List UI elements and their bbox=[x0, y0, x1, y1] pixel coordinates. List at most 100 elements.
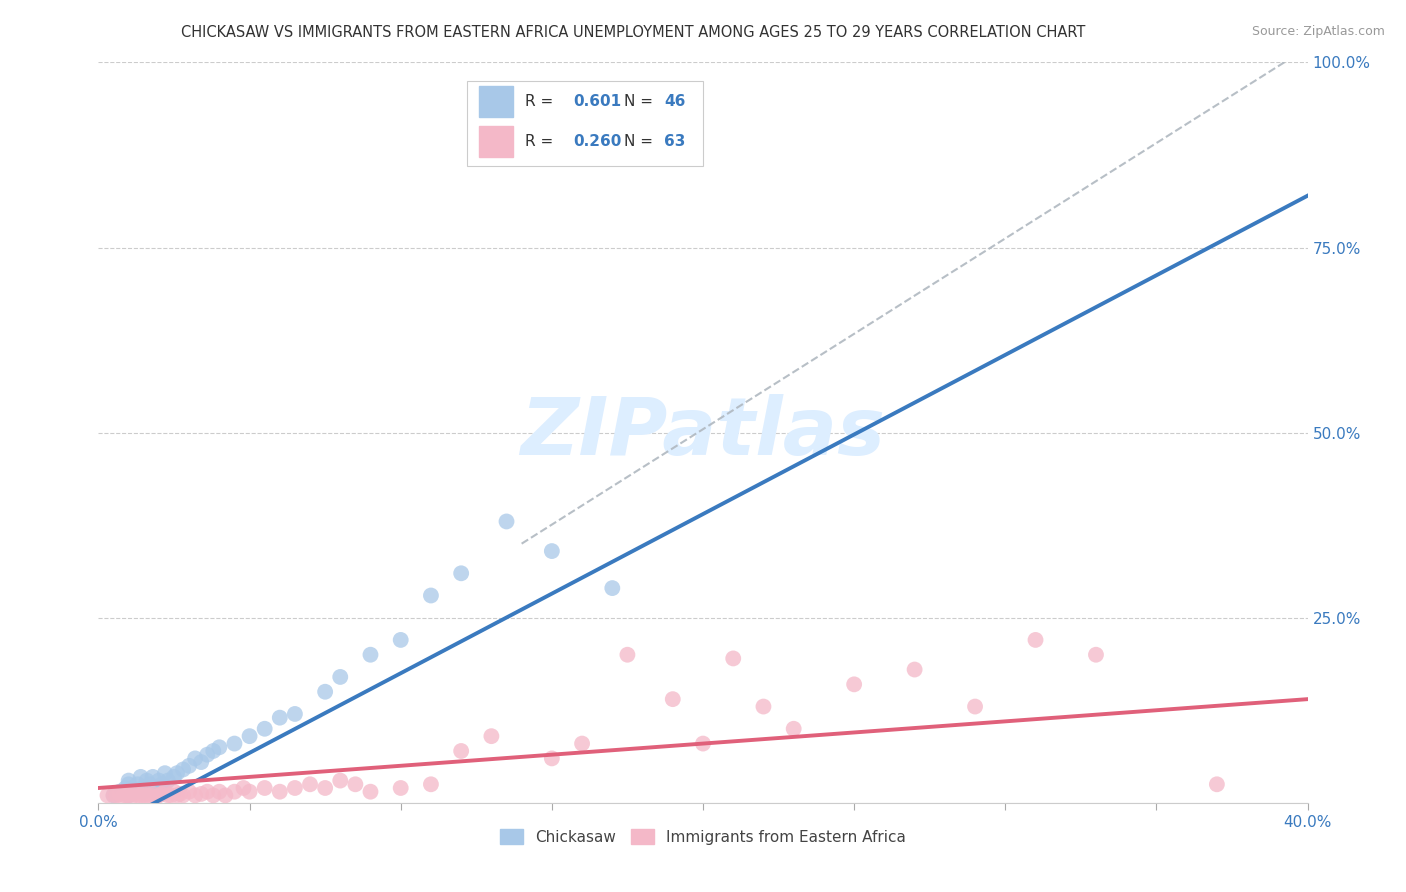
Point bbox=[239, 729, 262, 743]
Point bbox=[232, 780, 254, 795]
Point bbox=[269, 785, 291, 799]
Point bbox=[450, 744, 472, 758]
Point bbox=[1085, 648, 1108, 662]
Point bbox=[202, 789, 225, 803]
Point bbox=[420, 589, 443, 603]
Point bbox=[723, 651, 745, 665]
Text: 63: 63 bbox=[664, 134, 686, 149]
Point bbox=[783, 722, 806, 736]
Point bbox=[111, 785, 134, 799]
Point bbox=[148, 789, 170, 803]
Point bbox=[132, 785, 155, 799]
Point bbox=[420, 777, 443, 791]
Text: 0.601: 0.601 bbox=[574, 95, 621, 109]
Point bbox=[965, 699, 987, 714]
Point bbox=[129, 770, 152, 784]
Point bbox=[172, 789, 194, 803]
Text: R =: R = bbox=[526, 134, 558, 149]
Point bbox=[616, 648, 638, 662]
Point bbox=[153, 766, 176, 780]
Point bbox=[129, 789, 152, 803]
Point bbox=[150, 787, 173, 801]
Point bbox=[692, 737, 714, 751]
Point bbox=[253, 780, 276, 795]
Point bbox=[124, 785, 146, 799]
Point bbox=[195, 747, 218, 762]
Point bbox=[127, 777, 149, 791]
Point bbox=[121, 780, 143, 795]
Point bbox=[214, 789, 236, 803]
Bar bbox=[479, 126, 513, 157]
Point bbox=[121, 789, 143, 804]
Point bbox=[163, 770, 186, 784]
Point bbox=[108, 787, 131, 801]
Point bbox=[179, 758, 201, 772]
Point bbox=[132, 780, 155, 795]
Point bbox=[96, 789, 118, 803]
Point bbox=[142, 780, 165, 795]
Point bbox=[904, 663, 927, 677]
Point bbox=[360, 785, 382, 799]
Point bbox=[202, 744, 225, 758]
Point bbox=[111, 789, 134, 804]
Point bbox=[169, 787, 191, 801]
Point bbox=[103, 789, 125, 803]
Point bbox=[360, 648, 382, 662]
Text: N =: N = bbox=[624, 95, 658, 109]
Point bbox=[190, 787, 212, 801]
Point bbox=[450, 566, 472, 581]
Point bbox=[752, 699, 775, 714]
Point bbox=[145, 785, 167, 799]
Text: CHICKASAW VS IMMIGRANTS FROM EASTERN AFRICA UNEMPLOYMENT AMONG AGES 25 TO 29 YEA: CHICKASAW VS IMMIGRANTS FROM EASTERN AFR… bbox=[180, 25, 1085, 40]
Point bbox=[163, 785, 186, 799]
Point bbox=[344, 777, 367, 791]
Text: ZIPatlas: ZIPatlas bbox=[520, 393, 886, 472]
Legend: Chickasaw, Immigrants from Eastern Africa: Chickasaw, Immigrants from Eastern Afric… bbox=[494, 822, 912, 851]
Text: 46: 46 bbox=[664, 95, 686, 109]
Point bbox=[190, 755, 212, 769]
Point bbox=[142, 787, 165, 801]
Point bbox=[132, 785, 155, 799]
Point bbox=[135, 789, 157, 803]
Point bbox=[224, 737, 246, 751]
Point bbox=[540, 544, 562, 558]
Point bbox=[495, 515, 517, 529]
Point bbox=[179, 785, 201, 799]
Point bbox=[114, 780, 136, 795]
FancyBboxPatch shape bbox=[467, 81, 703, 166]
Point bbox=[156, 789, 179, 803]
Point bbox=[314, 685, 336, 699]
Point bbox=[602, 581, 624, 595]
Point bbox=[118, 777, 141, 791]
Point bbox=[108, 785, 131, 799]
Point bbox=[150, 777, 173, 791]
Point bbox=[329, 670, 352, 684]
Point bbox=[166, 789, 188, 803]
Text: R =: R = bbox=[526, 95, 558, 109]
Point bbox=[208, 785, 231, 799]
Point bbox=[540, 751, 562, 765]
Point bbox=[114, 789, 136, 803]
Point bbox=[172, 763, 194, 777]
Point bbox=[142, 770, 165, 784]
Point bbox=[118, 789, 141, 803]
Text: 0.260: 0.260 bbox=[574, 134, 621, 149]
Point bbox=[124, 787, 146, 801]
Point bbox=[145, 789, 167, 804]
Text: Source: ZipAtlas.com: Source: ZipAtlas.com bbox=[1251, 25, 1385, 38]
Point bbox=[329, 773, 352, 788]
Point bbox=[389, 632, 412, 647]
Point bbox=[103, 789, 125, 803]
Point bbox=[844, 677, 866, 691]
Point bbox=[148, 773, 170, 788]
Point bbox=[284, 780, 307, 795]
Point bbox=[139, 777, 162, 791]
Bar bbox=[479, 87, 513, 117]
Point bbox=[661, 692, 683, 706]
Point bbox=[195, 785, 218, 799]
Point bbox=[160, 789, 183, 803]
Point bbox=[105, 789, 128, 803]
Point bbox=[135, 773, 157, 788]
Point bbox=[253, 722, 276, 736]
Point bbox=[153, 785, 176, 799]
